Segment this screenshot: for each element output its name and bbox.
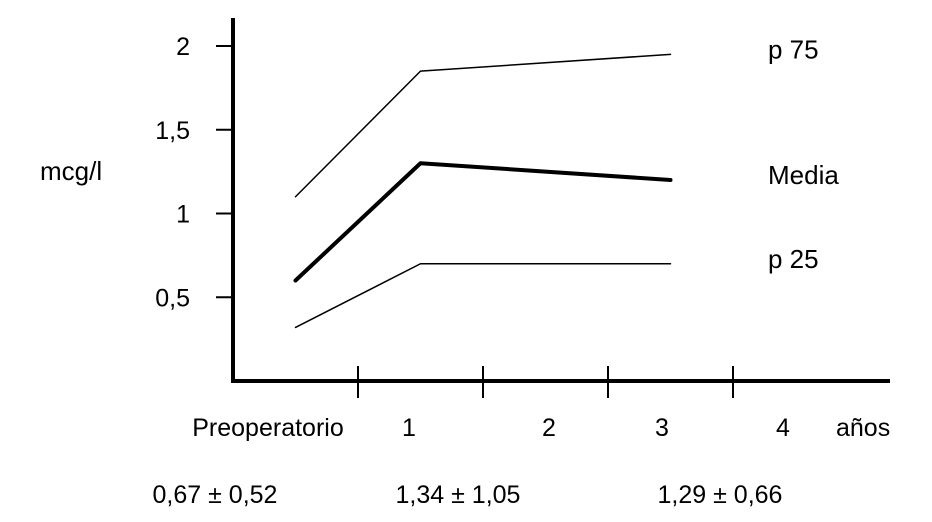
- y-axis-label: mcg/l: [40, 156, 102, 186]
- x-label-3: 3: [655, 414, 669, 442]
- series-label-p-75: p 75: [768, 34, 819, 64]
- x-label-1: 1: [402, 414, 416, 442]
- stat-year-1: 1,34 ± 1,05: [396, 481, 521, 509]
- y-ticks: 0,5 1 1,5 2: [155, 33, 233, 312]
- y-tick-label: 0,5: [155, 284, 190, 312]
- series-lines: [293, 53, 673, 329]
- series-label-p-25: p 25: [768, 244, 819, 274]
- series-line-p-25: [294, 263, 672, 329]
- y-tick-label: 1,5: [155, 117, 190, 145]
- x-label-preoperatorio: Preoperatorio: [192, 414, 343, 442]
- stat-years-2-4: 1,29 ± 0,66: [658, 481, 783, 509]
- x-label-2: 2: [542, 414, 556, 442]
- y-tick-label: 2: [176, 33, 190, 61]
- x-axis-unit-label: años: [836, 414, 890, 442]
- series-label-media: Media: [768, 160, 839, 190]
- series-labels: p 75 Media p 25: [768, 34, 839, 273]
- x-ticks: [357, 366, 734, 398]
- series-line-p-75: [294, 53, 672, 198]
- stat-preoperatorio: 0,67 ± 0,52: [153, 481, 278, 509]
- x-label-4: 4: [776, 414, 790, 442]
- y-tick-label: 1: [176, 201, 190, 229]
- series-line-media: [293, 161, 673, 283]
